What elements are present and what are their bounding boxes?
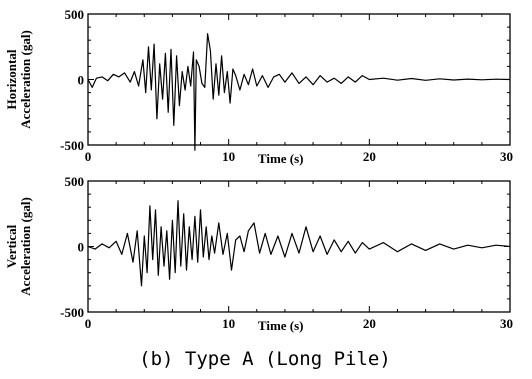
x-tick-labels-vertical: 0 10 20 30: [85, 316, 513, 331]
x-tick-label: 10: [222, 149, 235, 164]
x-tick-label: 30: [500, 316, 513, 331]
y-tick-label: 0: [78, 240, 85, 255]
y-tick-label: 500: [65, 7, 85, 22]
y-tick-label: -500: [60, 138, 84, 153]
acceleration-series-line: [87, 200, 511, 287]
y-tick-label: 500: [65, 174, 85, 189]
x-axis-label-horizontal: Time (s): [258, 151, 304, 166]
y-axis-label-vertical-line2: Acceleration (gal): [18, 197, 33, 296]
y-tick-labels-vertical: 500 0 -500: [60, 174, 84, 320]
x-tick-label: 0: [85, 316, 92, 331]
x-tick-label: 30: [500, 149, 513, 164]
x-tick-label: 20: [363, 149, 376, 164]
y-tick-label: 0: [78, 73, 85, 88]
tick-marks-vertical: [87, 180, 511, 313]
x-tick-labels-horizontal: 0 10 20 30: [85, 149, 513, 164]
x-tick-label: 10: [222, 316, 235, 331]
series-vertical: [87, 200, 511, 287]
acceleration-series-line: [87, 33, 511, 151]
y-axis-label-horizontal-line2: Acceleration (gal): [18, 30, 33, 129]
series-horizontal: [87, 33, 511, 151]
x-tick-label: 20: [363, 316, 376, 331]
y-tick-labels-horizontal: 500 0 -500: [60, 7, 84, 153]
y-axis-label-vertical-line1: Vertical: [4, 224, 19, 268]
y-axis-label-horizontal-line1: Horizontal: [4, 49, 19, 109]
y-tick-label: -500: [60, 305, 84, 320]
x-axis-label-vertical: Time (s): [258, 318, 304, 333]
x-tick-label: 0: [85, 149, 92, 164]
figure-caption: (b) Type A (Long Pile): [139, 348, 391, 370]
